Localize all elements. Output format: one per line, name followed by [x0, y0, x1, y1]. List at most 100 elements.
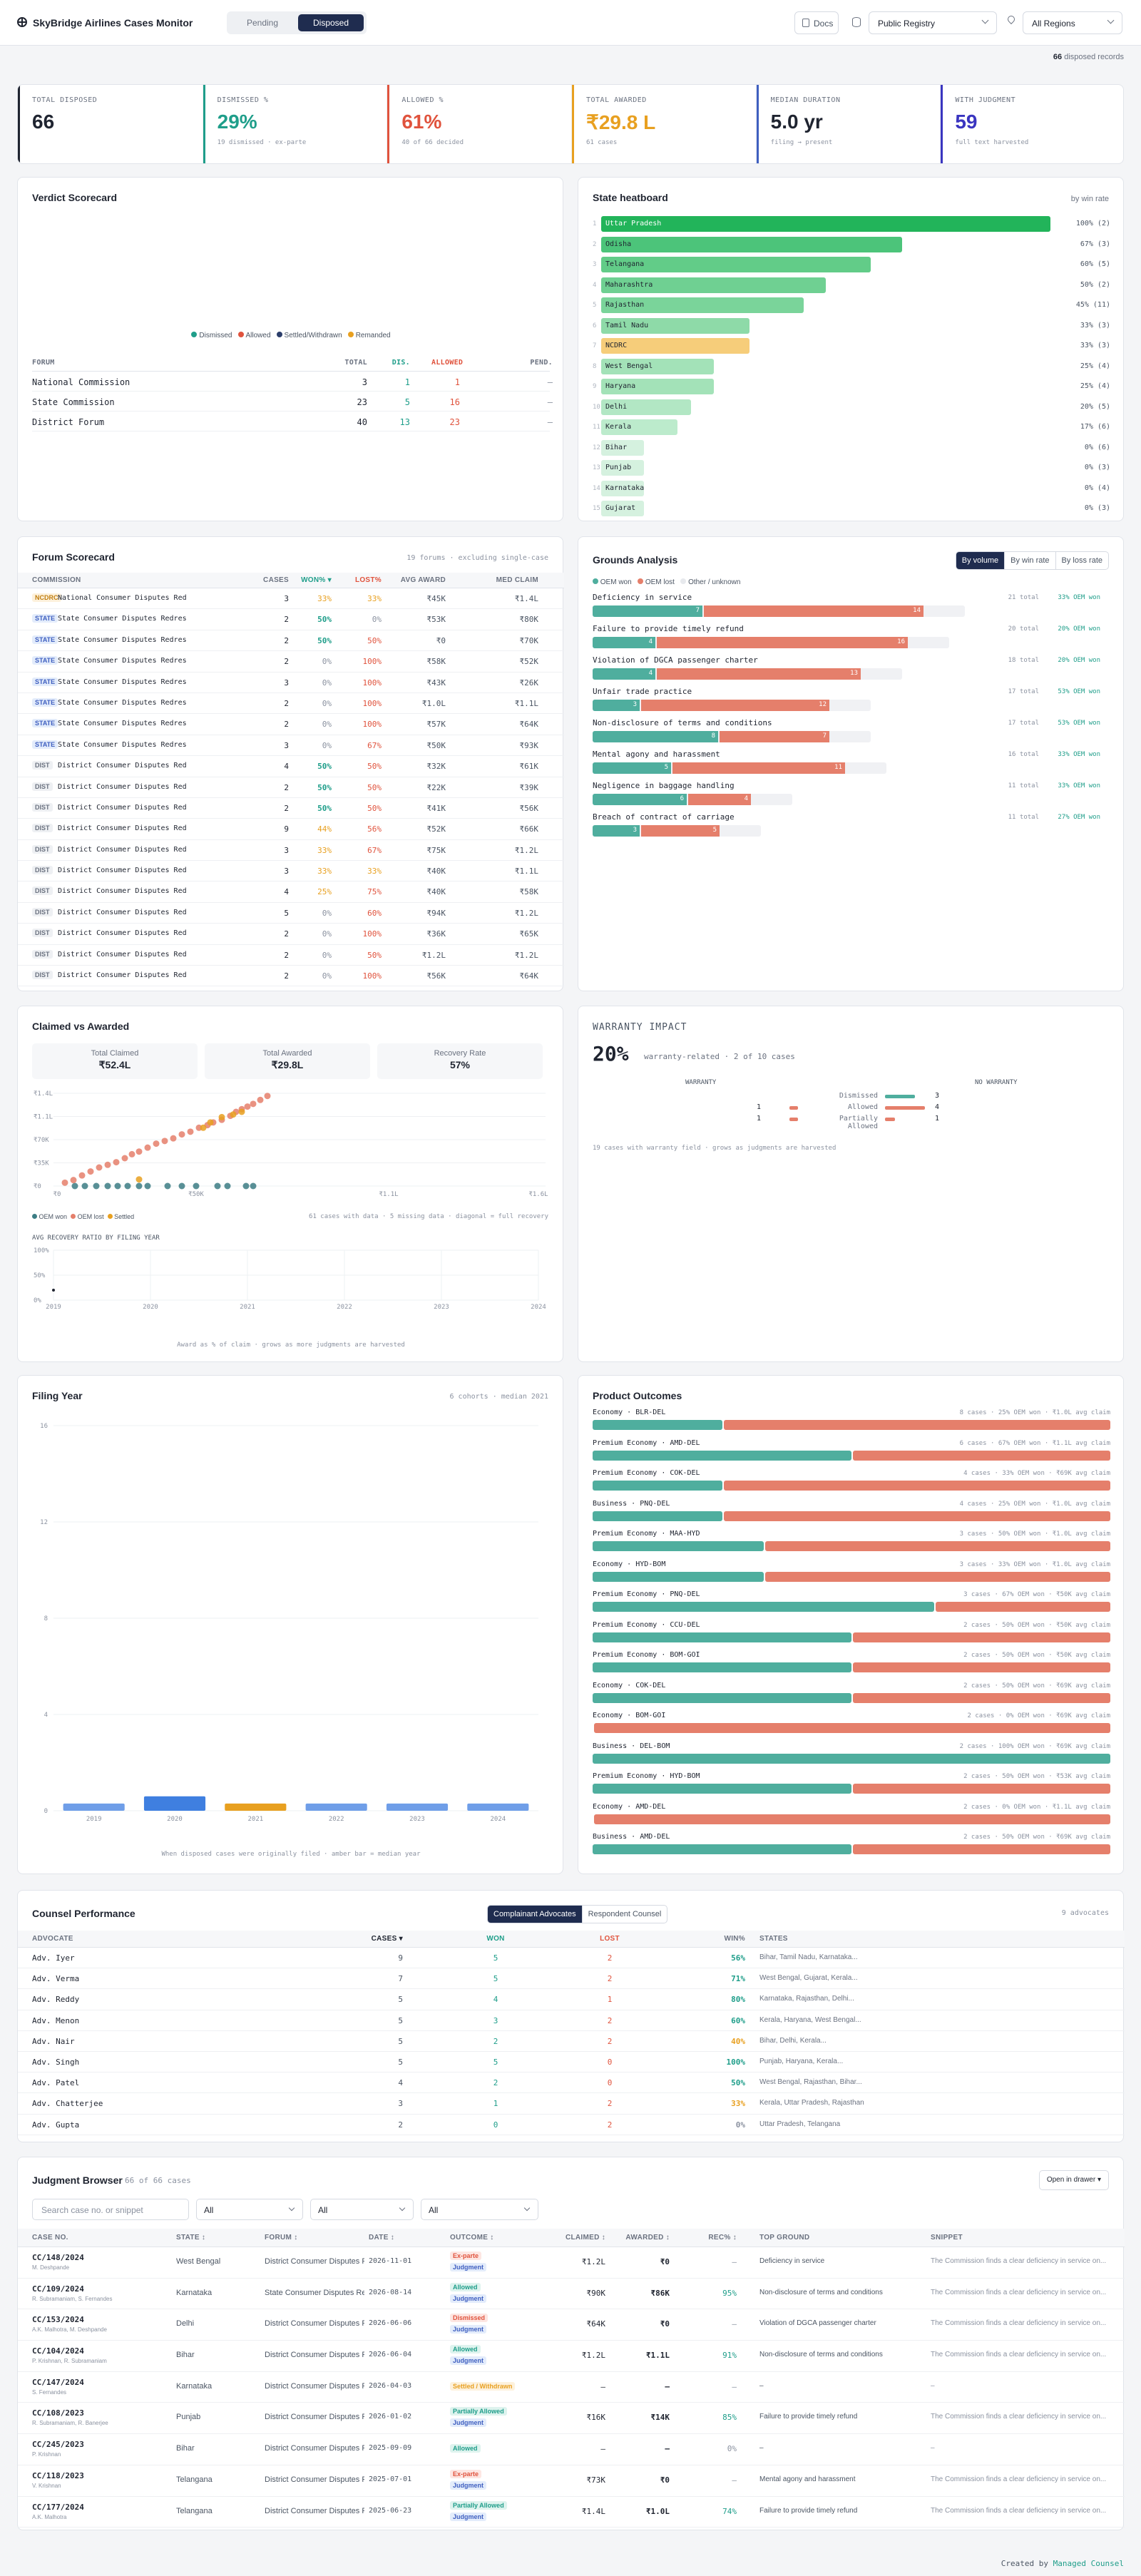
counsel-row[interactable]: Adv. Nair 5 2 2 40% Bihar, Delhi, Kerala... — [18, 2031, 1125, 2052]
tab-respondent[interactable]: Respondent Counsel — [581, 1906, 667, 1923]
region-select[interactable]: All Regions — [1023, 11, 1122, 34]
tab-pending[interactable]: Pending — [246, 18, 279, 28]
column-header[interactable]: CASE NO. — [32, 2234, 68, 2242]
case-row[interactable]: CC/118/2023 V. Krishnan Telangana District … — [18, 2465, 1125, 2497]
filter-forum[interactable]: All — [310, 2199, 414, 2220]
heat-row[interactable]: 12 Bihar 0% (6) — [593, 439, 1110, 457]
heat-row[interactable]: 8 West Bengal 25% (4) — [593, 358, 1110, 376]
ground-row[interactable]: Negligence in baggage handling 11 total 33… — [593, 781, 1110, 809]
footer-author-link[interactable]: Managed Counsel — [1053, 2559, 1124, 2568]
counsel-row[interactable]: Adv. Patel 4 2 0 50% West Bengal, Rajasthan, … — [18, 2072, 1125, 2094]
ground-row[interactable]: Violation of DGCA passenger charter 18 to… — [593, 655, 1110, 684]
case-row[interactable]: CC/153/2024 A.K. Malhotra, M. Deshpande De… — [18, 2309, 1125, 2341]
search-input[interactable]: Search case no. or snippet — [32, 2199, 189, 2220]
heat-row[interactable]: 9 Haryana 25% (4) — [593, 379, 1110, 396]
tab-complainant[interactable]: Complainant Advocates — [488, 1906, 582, 1923]
docs-button[interactable]: Docs — [794, 11, 839, 34]
forum-row[interactable]: DIST District Consumer Disputes Redressal… — [18, 756, 564, 777]
ground-row[interactable]: Failure to provide timely refund 20 total… — [593, 624, 1110, 653]
heat-row[interactable]: 14 Karnataka 0% (4) — [593, 480, 1110, 498]
forum-row[interactable]: DIST District Consumer Disputes Redressal… — [18, 924, 564, 945]
forum-row[interactable]: DIST District Consumer Disputes Redressal… — [18, 945, 564, 966]
case-number[interactable]: CC/104/2024 — [32, 2346, 84, 2356]
heat-row[interactable]: 4 Maharashtra 50% (2) — [593, 277, 1110, 295]
column-header[interactable]: TOP GROUND — [759, 2234, 810, 2242]
case-number[interactable]: CC/109/2024 — [32, 2284, 84, 2294]
forum-row[interactable]: DIST District Consumer Disputes Redressal… — [18, 798, 564, 819]
case-number[interactable]: CC/147/2024 — [32, 2377, 84, 2387]
heat-row[interactable]: 2 Odisha 67% (3) — [593, 236, 1110, 254]
column-header[interactable]: REC% ↕ — [708, 2234, 737, 2242]
tab-disposed[interactable]: Disposed — [298, 14, 364, 31]
counsel-row[interactable]: Adv. Menon 5 3 2 60% Kerala, Haryana, West Be… — [18, 2010, 1125, 2031]
column-header[interactable]: SNIPPET — [931, 2234, 963, 2242]
column-header[interactable]: CASES ▾ — [371, 1935, 403, 1943]
case-row[interactable]: CC/177/2024 A.K. Malhotra Telangana Distric… — [18, 2497, 1125, 2528]
counsel-row[interactable]: Adv. Verma 7 5 2 71% West Bengal, Gujarat, Ke… — [18, 1968, 1125, 1990]
case-number[interactable]: CC/245/2023 — [32, 2440, 84, 2450]
product-row[interactable]: Premium Economy · AMD-DEL 6 cases · 67% O… — [593, 1439, 1110, 1466]
column-header[interactable]: CLAIMED ↕ — [565, 2234, 605, 2242]
product-row[interactable]: Economy · HYD-BOM 3 cases · 33% OEM won ·… — [593, 1560, 1110, 1588]
ground-row[interactable]: Unfair trade practice 17 total 53% OEM won… — [593, 687, 1110, 715]
case-row[interactable]: CC/148/2024 M. Deshpande West Bengal Distri… — [18, 2247, 1125, 2279]
column-header[interactable]: DATE ↕ — [369, 2234, 395, 2242]
tab-by-loss-rate[interactable]: By loss rate — [1055, 552, 1108, 569]
counsel-row[interactable]: Adv. Reddy 5 4 1 80% Karnataka, Rajasthan, De… — [18, 1989, 1125, 2010]
column-header[interactable]: STATE ↕ — [176, 2234, 206, 2242]
column-header[interactable]: AWARDED ↕ — [625, 2234, 670, 2242]
heat-row[interactable]: 10 Delhi 20% (5) — [593, 399, 1110, 416]
case-number[interactable]: CC/148/2024 — [32, 2253, 84, 2262]
product-row[interactable]: Economy · BLR-DEL 8 cases · 25% OEM won ·… — [593, 1409, 1110, 1436]
open-in-drawer-select[interactable]: Open in drawer ▾ — [1038, 2170, 1109, 2190]
product-row[interactable]: Premium Economy · CCU-DEL 2 cases · 50% O… — [593, 1621, 1110, 1648]
product-row[interactable]: Economy · BOM-GOI 2 cases · 0% OEM won · … — [593, 1712, 1110, 1739]
ground-row[interactable]: Mental agony and harassment 16 total 33% O… — [593, 750, 1110, 778]
product-row[interactable]: Premium Economy · MAA-HYD 3 cases · 50% O… — [593, 1530, 1110, 1557]
forum-row[interactable]: DIST District Consumer Disputes Redressal… — [18, 861, 564, 882]
product-row[interactable]: Business · AMD-DEL 2 cases · 50% OEM won … — [593, 1833, 1110, 1860]
heat-row[interactable]: 7 NCDRC 33% (3) — [593, 338, 1110, 355]
column-header[interactable]: WON% ▾ — [301, 576, 332, 584]
forum-row[interactable]: DIST District Consumer Disputes Redressal… — [18, 840, 564, 862]
filter-outcome[interactable]: All — [421, 2199, 538, 2220]
forum-row[interactable]: DIST District Consumer Disputes Redressal… — [18, 903, 564, 924]
counsel-row[interactable]: Adv. Chatterjee 3 1 2 33% Kerala, Uttar Prade… — [18, 2093, 1125, 2115]
product-row[interactable]: Business · DEL-BOM 2 cases · 100% OEM won… — [593, 1742, 1110, 1769]
heat-row[interactable]: 3 Telangana 60% (5) — [593, 257, 1110, 274]
heat-row[interactable]: 5 Rajasthan 45% (11) — [593, 297, 1110, 315]
case-number[interactable]: CC/118/2023 — [32, 2470, 84, 2480]
column-header[interactable]: OUTCOME ↕ — [450, 2234, 494, 2242]
tab-by-volume[interactable]: By volume — [956, 552, 1005, 569]
registry-select[interactable]: Public Registry — [869, 11, 997, 34]
ground-row[interactable]: Non-disclosure of terms and conditions 17… — [593, 718, 1110, 747]
heat-row[interactable]: 15 Gujarat 0% (3) — [593, 501, 1110, 518]
case-number[interactable]: CC/153/2024 — [32, 2315, 84, 2325]
product-row[interactable]: Premium Economy · HYD-BOM 2 cases · 50% O… — [593, 1772, 1110, 1799]
case-row[interactable]: CC/104/2024 P. Krishnan, R. Subramaniam Bi… — [18, 2341, 1125, 2372]
case-number[interactable]: CC/108/2023 — [32, 2408, 84, 2418]
case-row[interactable]: CC/245/2023 P. Krishnan Bihar District Cons… — [18, 2434, 1125, 2465]
product-row[interactable]: Economy · AMD-DEL 2 cases · 0% OEM won · … — [593, 1803, 1110, 1830]
case-number[interactable]: CC/177/2024 — [32, 2502, 84, 2512]
filter-state[interactable]: All — [196, 2199, 303, 2220]
forum-row[interactable]: DIST District Consumer Disputes Redressal… — [18, 777, 564, 798]
product-row[interactable]: Premium Economy · BOM-GOI 2 cases · 50% O… — [593, 1651, 1110, 1678]
product-row[interactable]: Economy · COK-DEL 2 cases · 50% OEM won ·… — [593, 1682, 1110, 1709]
product-row[interactable]: Business · PNQ-DEL 4 cases · 25% OEM won … — [593, 1500, 1110, 1527]
counsel-row[interactable]: Adv. Singh 5 5 0 100% Punjab, Haryana, Kerala… — [18, 2052, 1125, 2073]
case-row[interactable]: CC/109/2024 R. Subramaniam, S. Fernandes K… — [18, 2279, 1125, 2310]
tab-by-win-rate[interactable]: By win rate — [1004, 552, 1055, 569]
heat-row[interactable]: 13 Punjab 0% (3) — [593, 460, 1110, 477]
ground-row[interactable]: Deficiency in service 21 total 33% OEM won… — [593, 593, 1110, 621]
product-row[interactable]: Premium Economy · PNQ-DEL 3 cases · 67% O… — [593, 1590, 1110, 1617]
counsel-row[interactable]: Adv. Iyer 9 5 2 56% Bihar, Tamil Nadu, Karnat… — [18, 1948, 1125, 1969]
heat-row[interactable]: 1 Uttar Pradesh 100% (2) — [593, 216, 1110, 233]
